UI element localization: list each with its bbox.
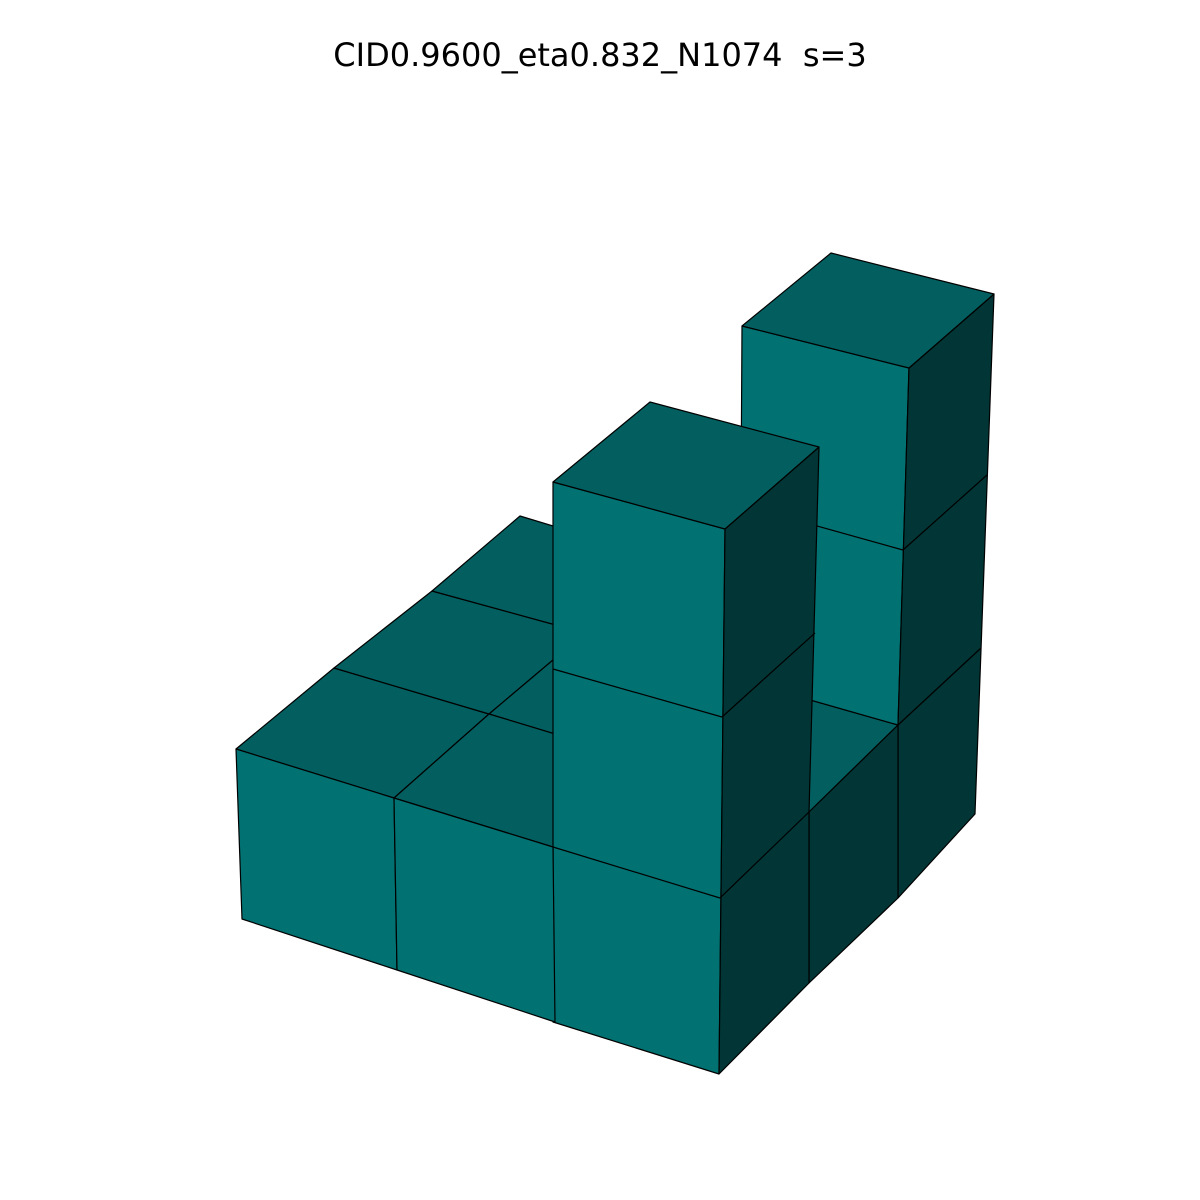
cube-edge (897, 647, 982, 726)
right-face (718, 446, 820, 1075)
front-face (552, 481, 726, 1075)
cube-edge (552, 668, 723, 718)
top-face (552, 401, 820, 530)
cube-edge (552, 846, 721, 899)
cube-edge (902, 474, 988, 551)
right-face (897, 293, 995, 899)
cube-edge (719, 811, 810, 899)
cube-edge (721, 632, 816, 718)
figure-title: CID0.9600_eta0.832_N1074 s=3 (333, 36, 867, 74)
top-face (741, 252, 995, 369)
front-face (393, 797, 556, 1023)
